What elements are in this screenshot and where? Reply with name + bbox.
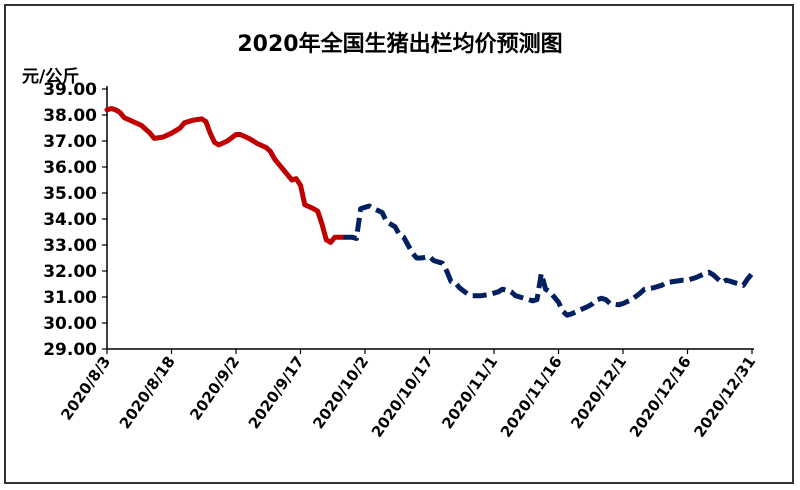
y-tick-label: 34.00	[43, 210, 97, 230]
x-tick-label: 2020/9/2	[186, 353, 243, 424]
chart-title: 2020年全国生猪出栏均价预测图	[237, 32, 563, 57]
y-tick-label: 33.00	[43, 236, 97, 256]
y-tick-label: 37.00	[43, 132, 97, 152]
chart-frame	[4, 4, 794, 484]
x-tick-label: 2020/12/16	[626, 353, 695, 441]
x-tick-label: 2020/10/17	[368, 353, 437, 441]
y-tick-label: 36.00	[43, 158, 97, 178]
x-tick-label: 2020/11/1	[438, 353, 501, 432]
x-tick-label: 2020/8/3	[57, 353, 114, 424]
x-tick-label: 2020/12/1	[567, 353, 630, 432]
x-tick-label: 2020/8/18	[116, 353, 179, 432]
x-tick-label: 2020/9/17	[245, 353, 308, 432]
y-tick-label: 38.00	[43, 106, 97, 126]
x-tick-label: 2020/10/2	[309, 353, 372, 432]
forecast-price-line	[343, 203, 754, 318]
y-tick-label: 31.00	[43, 288, 97, 308]
x-tick-label: 2020/11/16	[497, 353, 566, 441]
y-tick-label: 35.00	[43, 184, 97, 204]
y-axis-unit-label: 元/公斤	[22, 67, 80, 87]
y-tick-label: 32.00	[43, 262, 97, 282]
y-tick-label: 39.00	[43, 80, 97, 100]
y-tick-label: 30.00	[43, 314, 97, 334]
y-tick-label: 29.00	[43, 340, 97, 360]
actual-price-line	[104, 106, 346, 245]
x-tick-label: 2020/12/31	[690, 353, 759, 441]
